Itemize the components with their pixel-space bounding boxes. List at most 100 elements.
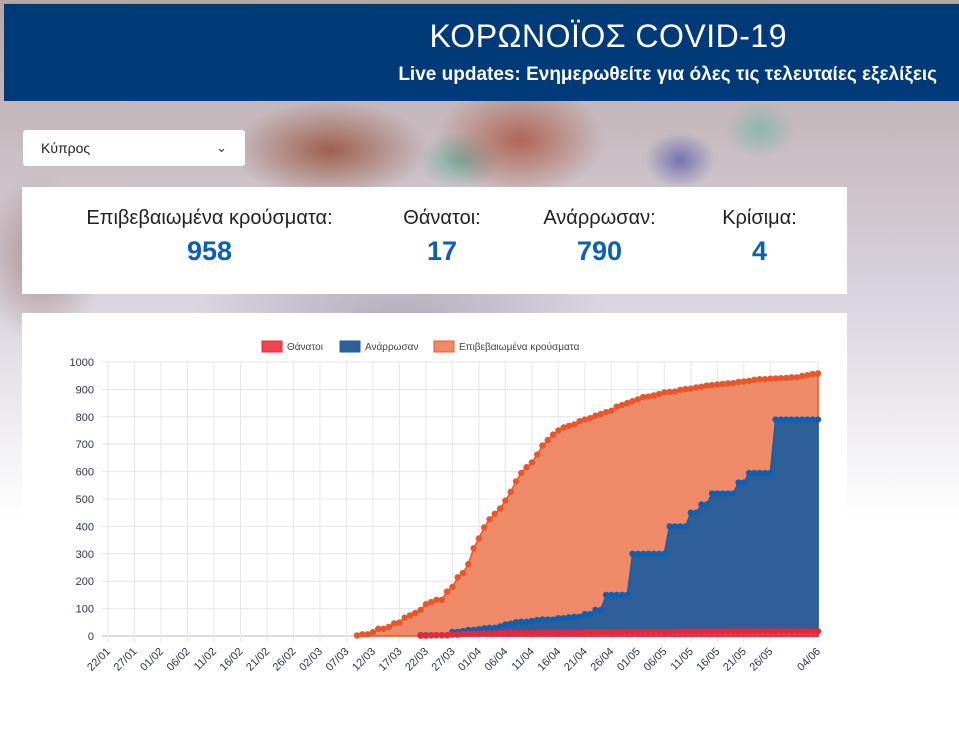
data-point <box>671 628 679 636</box>
data-point <box>618 591 626 599</box>
data-point <box>597 606 604 614</box>
legend-swatch <box>339 340 361 353</box>
x-tick-label: 27/03 <box>430 646 458 674</box>
data-point <box>809 370 816 378</box>
data-point <box>592 606 599 614</box>
data-point <box>671 388 679 395</box>
stat-label: Θάνατοι: <box>403 207 481 229</box>
country-select-value: Κύπρος <box>41 140 91 156</box>
data-point <box>608 591 615 599</box>
data-point <box>645 550 652 557</box>
data-point <box>433 596 440 604</box>
data-point <box>783 416 790 423</box>
data-point <box>730 379 737 387</box>
data-point <box>751 376 758 384</box>
data-point <box>793 628 801 635</box>
legend-label: Ανάρρωσαν <box>365 341 418 353</box>
x-tick-label: 21/02 <box>244 646 272 674</box>
data-point <box>486 516 493 523</box>
data-point <box>761 628 769 635</box>
country-select[interactable]: Κύπρος ⌄ <box>23 130 245 166</box>
stat-critical: Κρίσιμα: 4 <box>707 207 812 267</box>
data-point <box>687 509 695 516</box>
data-point <box>369 628 377 636</box>
data-point <box>539 616 546 623</box>
data-point <box>650 550 657 557</box>
data-point <box>597 628 604 636</box>
data-point <box>608 407 615 414</box>
data-point <box>565 422 573 430</box>
data-point <box>650 392 657 399</box>
legend-label: Επιβεβαιωμένα κρούσματα <box>459 341 580 353</box>
stat-recovered: Ανάρρωσαν: 790 <box>532 207 667 267</box>
data-point <box>624 628 631 636</box>
x-tick-label: 11/05 <box>669 646 696 673</box>
data-point <box>443 588 451 595</box>
x-tick-label: 01/02 <box>138 646 166 674</box>
data-point <box>714 490 721 497</box>
chart-card: 0 100 200 300 400 500 600 700 800 900 1000 22/01 27… <box>22 313 847 713</box>
data-point <box>518 469 525 477</box>
data-point <box>767 628 774 635</box>
data-point <box>629 550 636 557</box>
data-point <box>655 390 663 398</box>
data-point <box>777 416 785 423</box>
data-point <box>454 631 461 638</box>
data-point <box>708 490 716 497</box>
data-point <box>496 623 504 630</box>
data-point <box>666 523 673 530</box>
data-point <box>639 628 647 636</box>
data-point <box>459 630 467 638</box>
data-point <box>602 628 610 636</box>
data-point <box>719 490 726 497</box>
data-point <box>772 628 779 635</box>
data-point <box>624 591 631 599</box>
data-point <box>751 469 758 477</box>
data-point <box>417 632 424 639</box>
data-point <box>518 618 525 625</box>
stat-value: 4 <box>751 236 768 266</box>
data-point <box>793 416 801 423</box>
data-point <box>629 628 636 636</box>
data-point <box>724 490 732 497</box>
x-tick-label: 26/02 <box>271 646 299 674</box>
data-point <box>470 545 477 552</box>
data-point <box>783 628 790 635</box>
x-tick-label: 26/05 <box>747 646 775 674</box>
stat-value: 958 <box>186 236 233 266</box>
data-point <box>719 380 726 388</box>
data-point <box>602 408 610 416</box>
data-point <box>650 628 657 636</box>
data-point <box>740 479 748 486</box>
data-point <box>576 613 583 621</box>
data-point <box>698 501 705 508</box>
data-point <box>518 629 525 637</box>
y-tick-label: 1000 <box>70 357 94 369</box>
data-point <box>703 628 710 635</box>
stat-label: Επιβεβαιωμένα κρούσματα: <box>86 207 333 229</box>
legend-swatch <box>261 340 283 353</box>
data-point <box>745 628 753 635</box>
data-point <box>756 628 763 635</box>
data-point <box>565 629 573 636</box>
x-tick-label: 01/05 <box>615 646 643 674</box>
data-point <box>502 497 509 504</box>
x-tick-label: 17/03 <box>377 646 405 674</box>
data-point <box>708 381 716 389</box>
data-point <box>687 385 695 392</box>
data-point <box>634 628 642 636</box>
data-point <box>475 625 483 633</box>
data-point <box>512 478 520 485</box>
data-point <box>560 424 567 431</box>
stats-panel: Επιβεβαιωμένα κρούσματα: 958 Θάνατοι: 17… <box>22 187 847 294</box>
data-point <box>703 382 710 389</box>
data-point <box>496 505 504 512</box>
data-point <box>528 617 536 625</box>
data-point <box>677 523 684 530</box>
y-tick-label: 200 <box>76 576 94 588</box>
data-point <box>528 459 536 466</box>
data-point <box>528 629 536 637</box>
data-point <box>666 388 673 396</box>
data-point <box>730 628 737 635</box>
